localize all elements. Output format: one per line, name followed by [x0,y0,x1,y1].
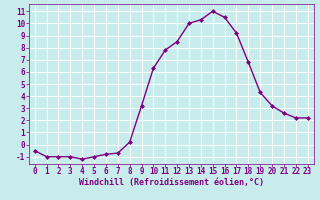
X-axis label: Windchill (Refroidissement éolien,°C): Windchill (Refroidissement éolien,°C) [79,178,264,187]
